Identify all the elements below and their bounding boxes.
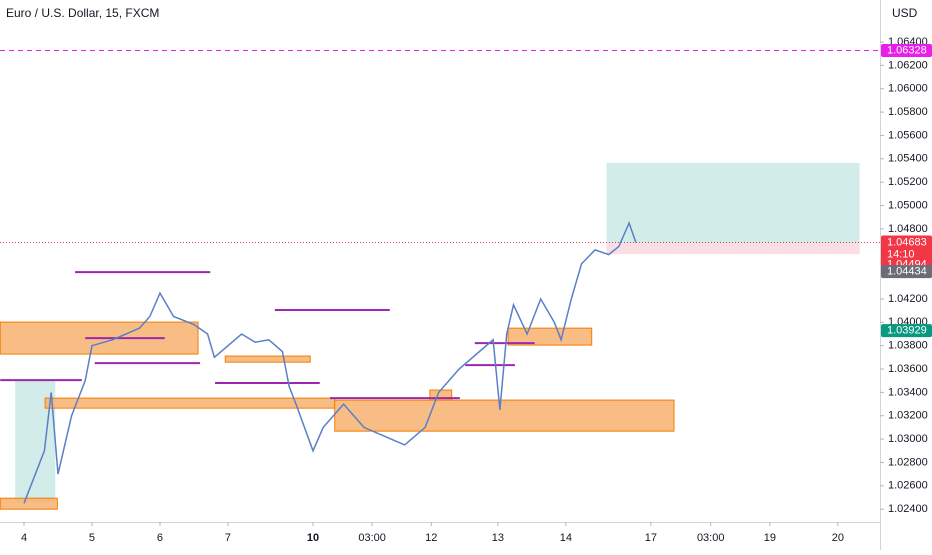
x-tick-label: 03:00	[697, 532, 725, 544]
x-tick-label: 19	[764, 532, 776, 544]
zone	[507, 327, 593, 346]
y-tick-label: 1.05000	[888, 199, 928, 211]
y-tick-label: 1.03200	[888, 410, 928, 422]
price-badge-label: 1.04683	[887, 236, 927, 248]
countdown-label: 14:10	[887, 248, 915, 260]
x-tick-label: 5	[89, 532, 95, 544]
y-tick-label: 1.03800	[888, 340, 928, 352]
x-tick-label: 12	[425, 532, 437, 544]
price-badge-label: 1.06328	[887, 44, 927, 56]
y-tick-label: 1.05600	[888, 129, 928, 141]
x-tick-label: 17	[645, 532, 657, 544]
price-badge-label: 1.03929	[887, 325, 927, 337]
y-tick-label: 1.04800	[888, 223, 928, 235]
y-tick-label: 1.05800	[888, 106, 928, 118]
y-tick-label: 1.06200	[888, 59, 928, 71]
y-tick-label: 1.02400	[888, 503, 928, 515]
y-tick-label: 1.06000	[888, 83, 928, 95]
x-tick-label: 4	[21, 532, 27, 544]
x-tick-label: 20	[832, 532, 844, 544]
chart-title: Euro / U.S. Dollar, 15, FXCM	[6, 6, 159, 20]
zone	[606, 243, 860, 255]
zone	[334, 399, 675, 432]
y-tick-label: 1.03600	[888, 363, 928, 375]
x-tick-label: 6	[157, 532, 163, 544]
zone	[44, 397, 336, 409]
y-tick-label: 1.03400	[888, 386, 928, 398]
price-line	[23, 220, 637, 504]
y-tick-label: 1.04200	[888, 293, 928, 305]
zone	[0, 497, 58, 510]
y-tick-label: 1.05400	[888, 153, 928, 165]
price-badge	[881, 324, 932, 338]
y-tick-label: 1.02600	[888, 480, 928, 492]
y-tick-label: 1.05200	[888, 176, 928, 188]
x-tick-label: 13	[492, 532, 504, 544]
zone	[224, 355, 311, 363]
price-badge	[881, 265, 932, 279]
y-tick-label: 1.03000	[888, 433, 928, 445]
x-tick-label: 7	[225, 532, 231, 544]
price-badge-label: 1.04434	[887, 266, 927, 278]
zone	[606, 163, 860, 244]
y-tick-label: 1.02800	[888, 456, 928, 468]
x-tick-label: 10	[307, 532, 319, 544]
price-badge	[881, 43, 932, 57]
x-tick-label: 14	[560, 532, 572, 544]
price-badge	[881, 235, 932, 262]
currency-label: USD	[892, 6, 918, 20]
x-tick-label: 03:00	[358, 532, 386, 544]
